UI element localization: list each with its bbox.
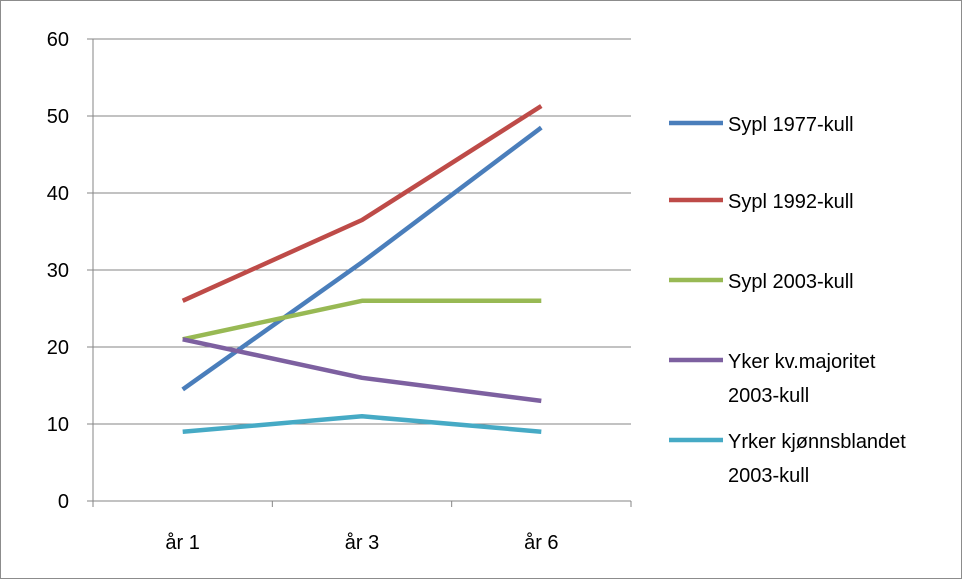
- y-tick-label: 20: [47, 337, 69, 359]
- series-line-5: [182, 414, 542, 434]
- y-tick-label: 30: [47, 260, 69, 282]
- series-line-4: [182, 337, 542, 404]
- legend-label-1: Sypl 1977-kull: [728, 114, 854, 136]
- legend-label-3: Sypl 2003-kull: [728, 271, 854, 293]
- y-tick-label: 40: [47, 183, 69, 205]
- x-tick-label: år 6: [524, 532, 558, 554]
- y-tick-label: 0: [58, 491, 69, 513]
- y-tick-label: 50: [47, 106, 69, 128]
- series-line-1: [181, 125, 543, 392]
- legend-label-4: 2003-kull: [728, 385, 809, 407]
- legend-label-4: Yker kv.majoritet: [728, 351, 876, 373]
- legend-label-5: Yrker kjønnsblandet: [728, 431, 906, 453]
- y-tick-label: 60: [47, 29, 69, 51]
- legend-label-2: Sypl 1992-kull: [728, 191, 854, 213]
- x-tick-label: år 3: [345, 532, 379, 554]
- y-tick-label: 10: [47, 414, 69, 436]
- x-tick-label: år 1: [165, 532, 199, 554]
- legend-label-5: 2003-kull: [728, 465, 809, 487]
- series-line-2: [181, 104, 543, 303]
- series-line-3: [182, 298, 542, 342]
